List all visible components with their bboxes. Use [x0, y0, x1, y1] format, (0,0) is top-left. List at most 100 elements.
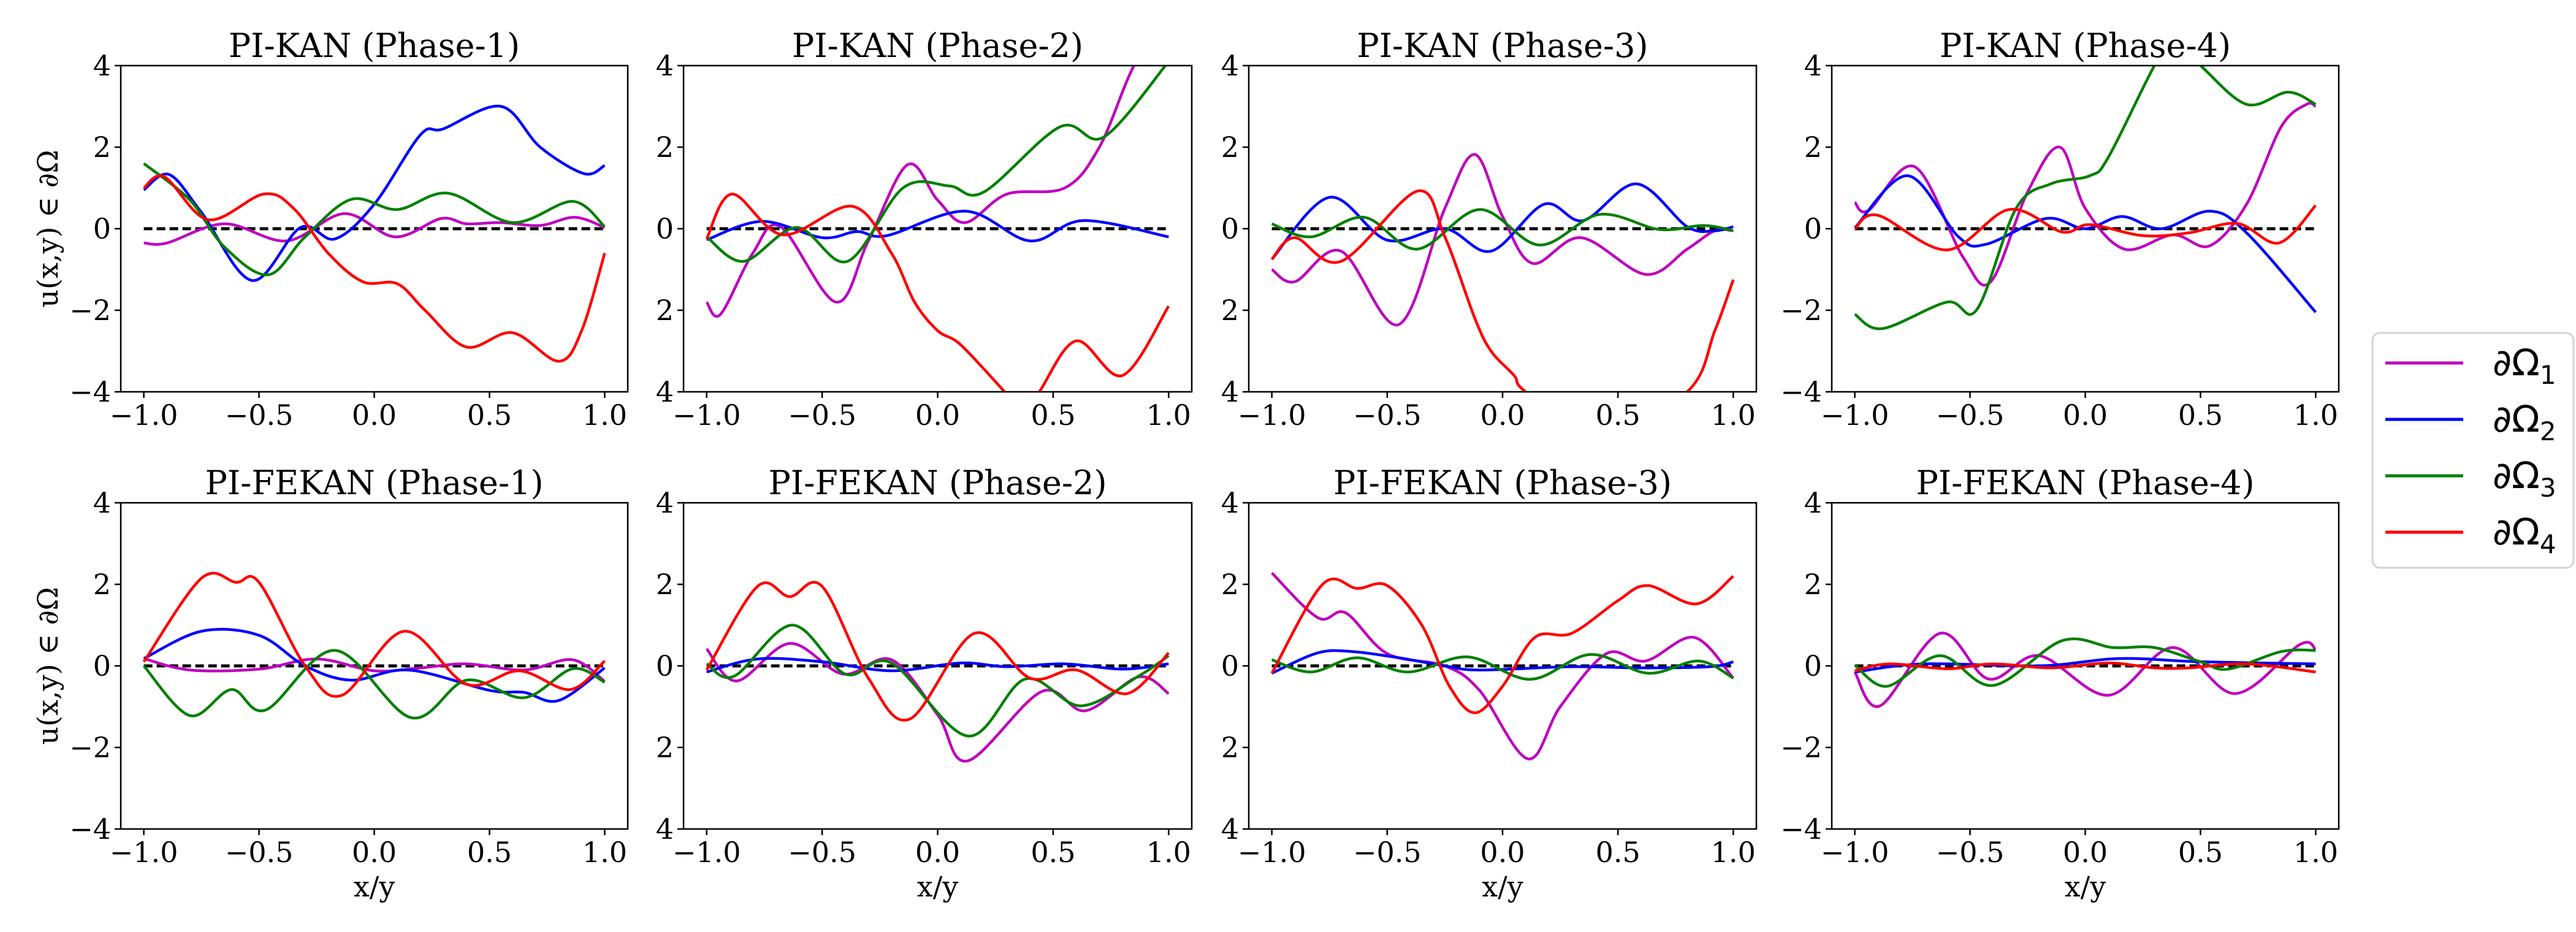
legend-item-d2: ∂Ω2	[2385, 398, 2556, 446]
series-line-d4	[1270, 575, 1734, 714]
series-line-d3	[142, 649, 606, 720]
x-tick-label: 1.0	[1146, 836, 1191, 869]
y-tick-label: 2	[93, 131, 111, 164]
series-line-d4	[705, 581, 1170, 722]
x-tick-label: 0.0	[915, 836, 960, 869]
series-line-d2	[1854, 657, 2316, 674]
y-axis-label: u(x,y) ∈ ∂Ω	[31, 150, 64, 307]
series-line-d1	[1271, 571, 1735, 760]
x-tick-label: −0.5	[225, 399, 294, 432]
series-group	[1853, 66, 2317, 330]
series-line-d1	[705, 66, 1136, 318]
y-tick-label: 4	[1221, 812, 1239, 846]
legend-label-subscript: 4	[2540, 529, 2556, 559]
subplot-title: PI-KAN (Phase-4)	[1940, 26, 2231, 65]
subplot-title: PI-FEKAN (Phase-2)	[768, 464, 1107, 502]
y-tick-label: 4	[1804, 49, 1822, 82]
x-tick-label: −0.5	[225, 836, 294, 869]
y-tick-label: 2	[1804, 568, 1822, 601]
x-tick-label: 0.5	[2178, 399, 2223, 432]
series-line-d4	[705, 193, 1170, 392]
x-tick-label: 0.5	[1596, 836, 1640, 869]
y-tick-label: 4	[1221, 486, 1239, 519]
legend-label-base: ∂Ω	[2493, 511, 2540, 554]
y-tick-label: 0	[1804, 212, 1822, 245]
x-tick-label: 0.0	[2063, 399, 2108, 432]
x-tick-label: −0.5	[1353, 836, 1422, 869]
x-tick-label: −1.0	[673, 836, 741, 869]
legend-label-subscript: 2	[2540, 416, 2556, 446]
x-axis-label: x/y	[1482, 870, 1523, 903]
series-line-d2	[706, 657, 1169, 674]
x-tick-label: 1.0	[582, 836, 627, 869]
x-tick-label: 0.0	[352, 399, 397, 432]
y-tick-label: 0	[1804, 649, 1822, 682]
x-tick-label: 0.0	[1480, 836, 1525, 869]
series-line-d2	[143, 628, 606, 703]
y-tick-label: 0	[1221, 649, 1239, 682]
x-tick-label: 0.0	[352, 836, 397, 869]
subplot-title: PI-KAN (Phase-2)	[792, 26, 1083, 65]
x-tick-label: −1.0	[110, 836, 178, 869]
y-tick-label: 2	[1221, 568, 1239, 601]
y-tick-label: 2	[656, 731, 674, 764]
y-tick-label: 0	[93, 212, 111, 245]
series-line-d1	[1853, 102, 2317, 287]
x-tick-label: 0.5	[1596, 399, 1640, 432]
legend-label: ∂Ω4	[2493, 511, 2556, 559]
y-tick-label: 0	[656, 212, 674, 245]
series-line-d4	[143, 174, 606, 363]
x-tick-label: 0.5	[2178, 836, 2223, 869]
x-tick-label: 0.5	[1031, 836, 1075, 869]
legend-item-d3: ∂Ω3	[2385, 454, 2556, 503]
series-line-d2	[1853, 174, 2317, 313]
subplot-title: PI-FEKAN (Phase-4)	[1916, 464, 2254, 502]
subplot-title: PI-FEKAN (Phase-1)	[205, 464, 543, 502]
subplot-1: PI-KAN (Phase-1) −1.0 −0.5 0.0 0.5 1.0 −4 −2 0 2 4…	[31, 26, 629, 432]
legend-item-d1: ∂Ω1	[2385, 342, 2556, 390]
subplot-3: PI-KAN (Phase-3) −1.0 −0.5 0.0 0.5 1.0 4 2 0 2 4	[1221, 26, 1758, 432]
series-line-d3	[1271, 208, 1734, 251]
legend-label-subscript: 3	[2540, 473, 2556, 503]
series-group	[1270, 153, 1735, 392]
series-line-d1	[143, 212, 606, 246]
x-tick-label: −0.5	[788, 399, 856, 432]
y-tick-label: 0	[93, 649, 111, 682]
series-group	[143, 104, 606, 363]
series-line-d2	[706, 210, 1169, 243]
y-tick-label: −2	[1780, 294, 1822, 327]
y-tick-label: 0	[656, 649, 674, 682]
y-tick-label: 2	[1804, 131, 1822, 164]
y-tick-label: −4	[69, 812, 111, 846]
subplot-title: PI-FEKAN (Phase-3)	[1333, 464, 1672, 502]
y-tick-label: 2	[656, 294, 674, 327]
x-tick-label: −1.0	[1821, 399, 1889, 432]
series-line-d4	[1854, 204, 2317, 251]
x-tick-label: −0.5	[1936, 836, 2005, 869]
y-tick-label: 2	[1221, 294, 1239, 327]
subplots: PI-KAN (Phase-1) −1.0 −0.5 0.0 0.5 1.0 −4 −2 0 2 4…	[31, 26, 2340, 903]
legend-label: ∂Ω1	[2493, 342, 2556, 390]
x-tick-label: 0.0	[1480, 399, 1525, 432]
legend-label: ∂Ω3	[2493, 454, 2556, 503]
legend-label-subscript: 1	[2540, 360, 2556, 390]
series-line-d4	[1854, 662, 2316, 674]
series-line-d1	[143, 657, 606, 683]
subplot-6: PI-FEKAN (Phase-2) −1.0 −0.5 0.0 0.5 1.0 4 2 0 2 4…	[656, 464, 1193, 903]
y-tick-label: −4	[69, 375, 111, 408]
series-group	[1270, 571, 1735, 760]
x-tick-label: 1.0	[1711, 399, 1756, 432]
x-tick-label: −0.5	[1936, 399, 2005, 432]
series-group	[142, 571, 606, 720]
x-tick-label: −1.0	[110, 399, 178, 432]
y-tick-label: −2	[1780, 731, 1822, 764]
series-line-d3	[1271, 653, 1734, 681]
series-group	[705, 66, 1170, 392]
x-tick-label: −1.0	[1238, 836, 1306, 869]
x-tick-label: 1.0	[1711, 836, 1756, 869]
x-tick-label: 0.5	[1031, 399, 1075, 432]
series-line-d3	[143, 162, 606, 277]
y-axis-label: u(x,y) ∈ ∂Ω	[31, 587, 64, 744]
y-tick-label: 4	[656, 812, 674, 846]
y-tick-label: 4	[1221, 375, 1239, 408]
